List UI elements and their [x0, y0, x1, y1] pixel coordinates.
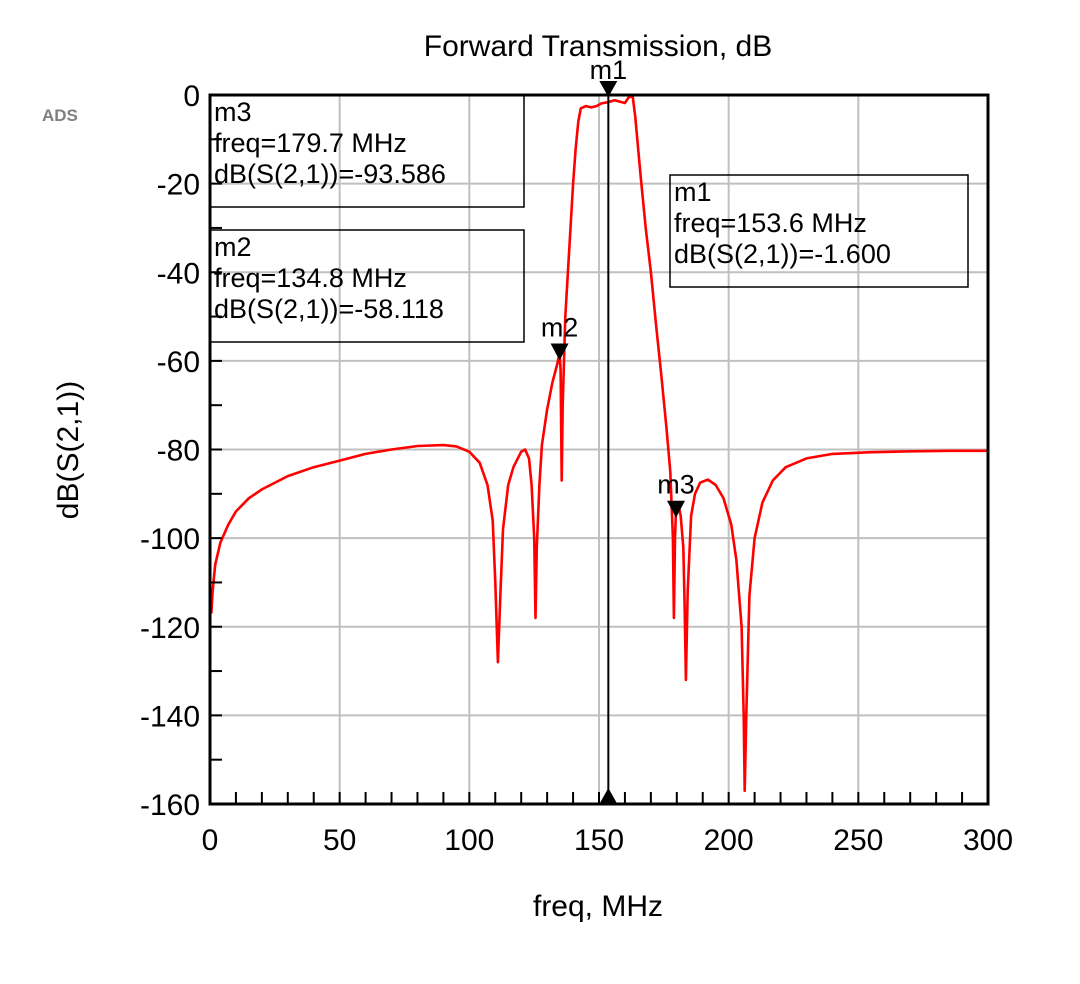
- y-tick-label: -100: [140, 523, 200, 556]
- readout-m3-line: m3: [214, 97, 252, 127]
- y-tick-label: -80: [157, 435, 200, 468]
- chart-title: Forward Transmission, dB: [424, 30, 772, 63]
- x-tick-label: 50: [323, 824, 356, 857]
- readout-m2-line: m2: [214, 232, 252, 262]
- x-tick-label: 0: [202, 824, 219, 857]
- marker-m2-triangle: [550, 343, 569, 361]
- y-tick-label: -40: [157, 257, 200, 290]
- plot-frame: [208, 93, 990, 806]
- readout-m3-line: freq=179.7 MHz: [214, 128, 407, 158]
- y-tick-label: -20: [157, 169, 200, 202]
- readout-m1-line: m1: [674, 177, 712, 207]
- marker-m1-triangle: [599, 81, 618, 97]
- x-tick-label: 300: [963, 824, 1013, 857]
- y-tick-label: -160: [140, 789, 200, 822]
- marker-m3-triangle: [667, 500, 686, 518]
- y-tick-label: -120: [140, 612, 200, 645]
- y-tick-label: -140: [140, 700, 200, 733]
- tick-labels: 0 50 100 150 200 250 300 0 -20 -40 -60 -80 -100 -120 -…: [140, 80, 1013, 857]
- readout-box-m2: [209, 229, 525, 343]
- marker-m3-label: m3: [657, 470, 695, 500]
- readout-m1-line: freq=153.6 MHz: [674, 208, 867, 238]
- readout-m2-line: dB(S(2,1))=-58.118: [214, 294, 444, 324]
- x-tick-label: 250: [833, 824, 883, 857]
- readout-m1-line: dB(S(2,1))=-1.600: [674, 239, 891, 269]
- x-tick-label: 200: [704, 824, 754, 857]
- readout-box-m1: [669, 174, 969, 288]
- x-axis-label: freq, MHz: [533, 890, 663, 923]
- trace-layer: [210, 95, 988, 792]
- marker-m2-label: m2: [541, 313, 579, 343]
- app-label: ADS: [42, 106, 78, 125]
- y-tick-label: -60: [157, 346, 200, 379]
- marker-m1-bottom-triangle: [599, 788, 618, 804]
- readout-m3-line: dB(S(2,1))=-93.586: [214, 159, 446, 189]
- series-line: [210, 95, 988, 792]
- y-tick-label: 0: [183, 80, 200, 113]
- markers: m1 m2 m3: [541, 55, 695, 804]
- marker-m1-label: m1: [590, 55, 628, 85]
- x-tick-label: 150: [574, 824, 624, 857]
- y-axis-label: dB(S(2,1)): [52, 381, 85, 519]
- readout-m2-line: freq=134.8 MHz: [214, 263, 407, 293]
- grid: [209, 94, 989, 805]
- x-tick-label: 100: [444, 824, 494, 857]
- readout-box-m3: [209, 94, 525, 208]
